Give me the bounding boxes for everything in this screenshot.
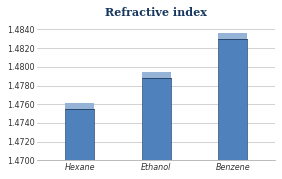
Bar (142, 78, 171, 160)
Bar (218, 33, 248, 39)
Bar (142, 72, 171, 78)
Bar (218, 39, 248, 160)
Bar (65, 103, 94, 109)
Bar (65, 109, 94, 160)
Title: Refractive index: Refractive index (105, 7, 207, 18)
